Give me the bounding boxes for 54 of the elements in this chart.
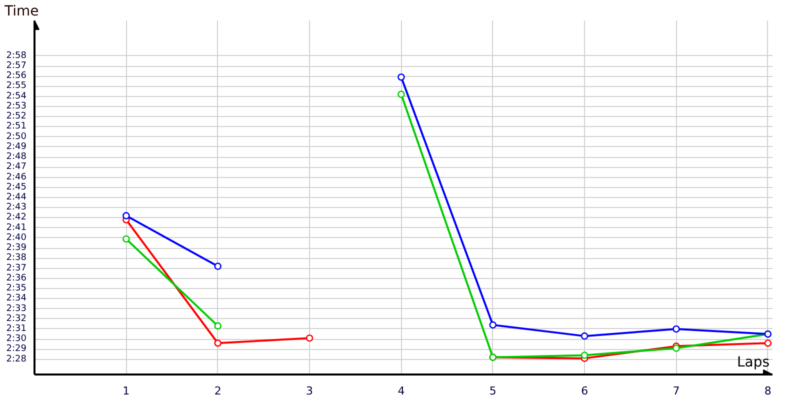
y-tick-label: 2:53 — [6, 101, 27, 112]
y-tick-label: 2:36 — [6, 273, 27, 284]
y-tick-label: 2:41 — [6, 222, 27, 233]
x-tick-label: 5 — [489, 384, 496, 398]
x-tick-label: 8 — [764, 384, 772, 398]
y-tick-label: 2:56 — [6, 71, 27, 82]
y-tick-label: 2:51 — [6, 122, 27, 132]
point — [580, 352, 588, 359]
y-tick-label: 2:44 — [6, 192, 27, 202]
y-tick-label: 2:28 — [6, 354, 27, 364]
y-tick-label: 2:43 — [6, 202, 27, 213]
x-tick-label: 1 — [122, 384, 130, 398]
point — [672, 325, 680, 333]
point — [489, 321, 497, 329]
y-axis-title: Time — [4, 4, 39, 20]
point — [580, 332, 588, 340]
y-tick-label: 2:30 — [6, 334, 27, 344]
y-tick-label: 2:39 — [6, 243, 27, 254]
y-tick-label: 2:52 — [6, 112, 27, 122]
point — [214, 340, 222, 347]
y-tick-label: 2:40 — [6, 232, 27, 243]
x-axis-title: Laps — [736, 354, 770, 370]
y-tick-label: 2:47 — [6, 162, 27, 172]
x-tick-label: 6 — [581, 384, 588, 398]
y-tick-label: 2:32 — [6, 314, 27, 324]
point — [214, 322, 222, 330]
x-tick-label: 7 — [672, 384, 680, 398]
y-tick-label: 2:49 — [6, 142, 27, 152]
point — [764, 340, 772, 347]
y-tick-label: 2:54 — [6, 91, 27, 102]
x-tick-label: 4 — [398, 384, 405, 398]
y-tick-label: 2:34 — [6, 294, 27, 304]
point — [306, 334, 314, 342]
y-tick-label: 2:45 — [6, 182, 27, 192]
y-tick-label: 2:48 — [6, 152, 27, 162]
point — [398, 73, 405, 81]
y-tick-label: 2:50 — [6, 132, 27, 142]
point — [214, 262, 222, 270]
y-tick-label: 2:42 — [6, 212, 27, 223]
y-tick-label: 2:58 — [6, 50, 27, 61]
y-tick-label: 2:29 — [6, 344, 27, 354]
y-tick-label: 2:31 — [6, 324, 27, 334]
point — [398, 90, 405, 98]
x-tick-label: 2 — [214, 384, 222, 398]
y-tick-label: 2:35 — [6, 284, 27, 294]
point — [122, 235, 130, 243]
y-tick-label: 2:57 — [6, 61, 27, 72]
point — [122, 212, 130, 220]
x-tick-label: 3 — [306, 384, 314, 398]
y-tick-label: 2:33 — [6, 304, 27, 314]
y-tick-label: 2:38 — [6, 253, 27, 264]
y-tick-label: 2:55 — [6, 81, 27, 92]
y-tick-label: 2:37 — [6, 263, 27, 274]
y-tick-label: 2:46 — [6, 172, 27, 182]
